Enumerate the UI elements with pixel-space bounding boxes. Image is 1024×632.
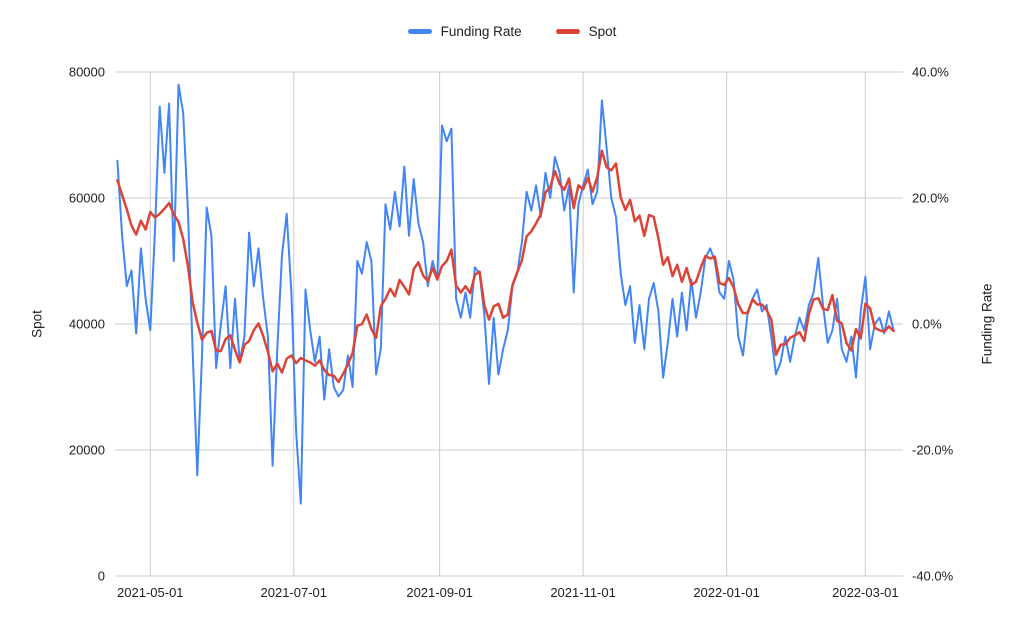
x-axis-tick-label: 2021-11-01 [550, 585, 616, 600]
x-axis-tick-label: 2021-05-01 [117, 585, 184, 600]
right-axis-tick-label: -20.0% [912, 443, 954, 458]
x-axis-tick-label: 2021-09-01 [406, 585, 473, 600]
right-axis-tick-label: -40.0% [912, 569, 954, 584]
spot-legend-label: Spot [588, 24, 617, 39]
left-axis-tick-label: 60000 [69, 191, 105, 206]
chart-legend: Funding Rate Spot [0, 24, 1024, 39]
legend-item-spot[interactable]: Spot [555, 24, 617, 39]
right-axis-tick-label: 40.0% [912, 65, 949, 80]
left-axis-tick-label: 0 [98, 569, 105, 584]
series-line-funding-rate [116, 83, 895, 505]
x-axis-tick-label: 2022-03-01 [832, 585, 899, 600]
left-axis-tick-label: 20000 [69, 443, 105, 458]
funding-rate-legend-label: Funding Rate [440, 24, 522, 39]
x-axis-tick-label: 2022-01-01 [693, 585, 760, 600]
x-axis-tick-label: 2021-07-01 [261, 585, 328, 600]
spot-legend-marker [555, 29, 580, 34]
series-line-spot [116, 149, 895, 384]
legend-item-funding-rate[interactable]: Funding Rate [407, 24, 522, 39]
funding-rate-legend-marker [407, 29, 432, 34]
left-axis-tick-label: 40000 [69, 317, 105, 332]
left-axis-tick-label: 80000 [69, 65, 105, 80]
right-axis-tick-label: 0.0% [912, 317, 942, 332]
right-axis-tick-label: 20.0% [912, 191, 949, 206]
